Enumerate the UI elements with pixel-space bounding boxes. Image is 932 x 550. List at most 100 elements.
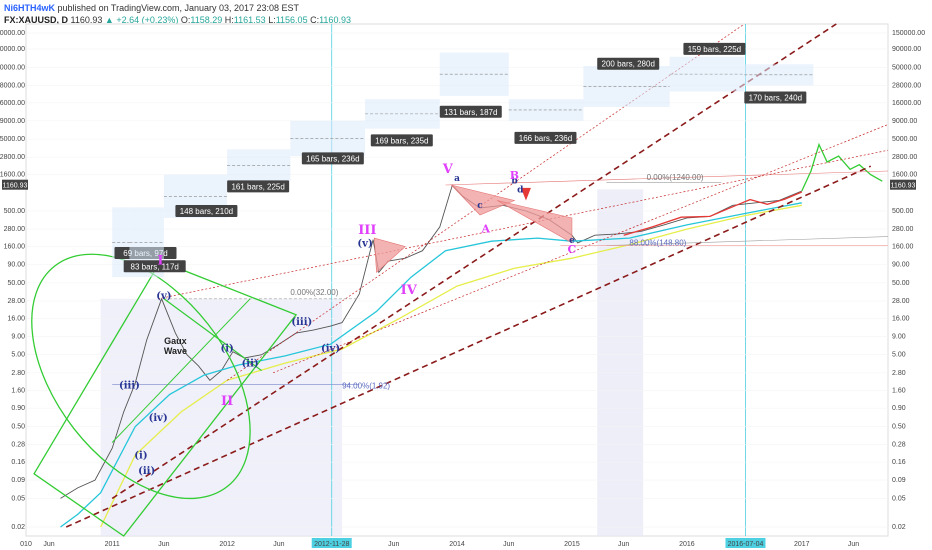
wave-label: b [511,177,517,187]
wave-label: d [517,186,524,196]
gaux-wave-rectangle [33,260,298,537]
wave-label: IV [401,283,418,298]
bar-count-badge [123,260,186,273]
low-label: L: [268,15,276,25]
range-box [112,207,130,278]
y-tick-label-left: 9000.00 [0,118,25,125]
y-tick-label-right: 9.00 [892,333,906,340]
y-tick-label-left: 28000.00 [0,82,25,89]
x-tick-label: 2012-11-28 [314,541,349,548]
close-label: C: [310,15,320,25]
y-tick-label-right: 9000.00 [892,118,917,125]
y-tick-label-left: 0.50 [11,424,25,431]
y-tick-label-right: 2.80 [892,370,906,377]
wave-label: I [157,254,163,269]
wave-label: (iii) [119,380,140,391]
y-tick-label-left: 1.60 [11,387,25,394]
x-tick-label: 2015 [564,541,580,548]
bar-count-badge [744,91,807,104]
gaux-wave-diagonal [111,298,251,443]
triangle-b [450,184,516,216]
published-text: published on TradingView.com, January 03… [57,3,300,13]
y-tick-label-left: 0.28 [11,442,25,449]
axes-layer: 150000.00 150000.00 90000.00 90000.00 50000.… [0,30,925,548]
x-marker-badge [725,538,766,548]
x-marker-badge [311,538,352,548]
wave-label: (iii) [291,317,312,328]
down-arrow-icon [520,187,531,201]
chart-header: Ni6HTH4wK published on TradingView.com, … [4,2,351,26]
gaux-wave-diagonal [163,298,262,372]
annotation-text: Gaux Wave [164,336,187,356]
y-tick-label-left: 160.00 [4,244,26,251]
x-tick-label: 2016-07-04 [728,541,764,548]
bar-count-badge [227,180,290,193]
y-tick-label-right: 0.90 [892,405,906,412]
bar-count-label: 159 bars, 225d [688,45,741,54]
fan-line [226,23,745,381]
x-tick-label: Jun [848,541,859,548]
y-tick-label-right: 1600.00 [892,172,917,179]
bar-count-label: 131 bars, 187d [444,108,497,117]
x-tick-label: 2014 [449,541,465,548]
y-tick-label-right: 50.00 [892,280,910,287]
y-tick-label-right: 0.50 [892,424,906,431]
channel-upper [111,23,837,500]
wave-label: C [568,243,577,256]
last-price-label: 1160.93 [3,183,28,190]
annotation-line: Gaux [164,336,187,346]
shaded-region-wave-i [100,298,343,536]
bar-count-label: 148 bars, 210d [180,207,233,216]
fan-line [272,124,889,374]
bar-count-label: 83 bars, 117d [131,262,179,271]
y-tick-label-right: 500.00 [892,208,914,215]
y-tick-label-right: 5000.00 [892,136,917,143]
bar-count-label: 200 bars, 280d [602,60,655,69]
y-tick-label-right: 160.00 [892,244,914,251]
bar-count-label: 161 bars, 225d [231,182,284,191]
fib-label: 0.00%(32.00) [290,288,338,297]
bar-count-badge [514,131,577,144]
high-value: 1161.53 [233,15,266,25]
symbol-label: FX:XAUUSD, D [4,15,69,25]
x-tick-label: 010 [20,541,32,548]
last-price-badge [2,179,28,190]
bar-count-badge [439,105,502,118]
bar-count-badge [175,204,238,217]
y-tick-label-left: 5.00 [11,352,25,359]
y-tick-label-left: 0.02 [11,524,25,531]
bar-count-badge [683,42,746,55]
x-tick-label: Jun [43,541,54,548]
bar-count-badge [301,152,364,165]
wave-label: B [510,169,519,182]
y-tick-label-left: 28.00 [7,298,25,305]
wave-label: A [480,223,490,236]
price-series-line [100,204,802,528]
wave-label: (v) [156,291,171,302]
y-tick-label-right: 0.16 [892,459,906,466]
wave-label: (i) [221,344,234,355]
bar-count-label: 169 bars, 235d [375,136,428,145]
x-tick-label: Jun [158,541,169,548]
x-tick-label: 2016 [679,541,695,548]
y-tick-label-right: 1.60 [892,387,906,394]
high-label: H: [224,15,234,25]
triangle-iii [373,237,406,273]
y-tick-label-right: 28000.00 [892,82,921,89]
fib-label: 88.00%(148.80) [629,239,686,248]
y-tick-label-left: 0.09 [11,477,25,484]
y-tick-label-right: 16.00 [892,315,910,322]
last-price: 1160.93 [70,15,103,25]
y-tick-label-left: 150000.00 [0,30,25,37]
y-tick-label-left: 0.16 [11,459,25,466]
y-tick-label-left: 5000.00 [0,136,25,143]
wave-label: III [358,223,376,238]
last-price-label: 1160.93 [891,183,916,190]
author-name[interactable]: Ni6HTH4wK [4,3,56,13]
y-tick-label-right: 2800.00 [892,154,917,161]
y-tick-label-right: 28.00 [892,298,910,305]
fib-label: 0.00%(1240.00) [647,173,704,182]
y-tick-label-left: 50.00 [7,280,25,287]
series-layer [60,142,883,528]
